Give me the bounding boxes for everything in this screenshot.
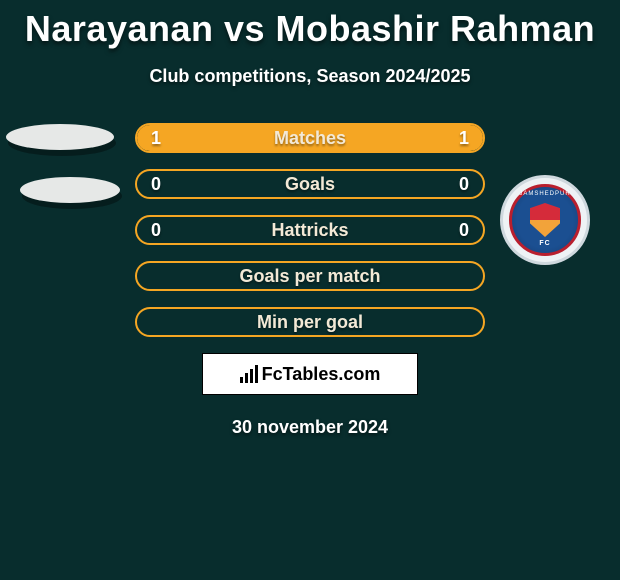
stat-label: Hattricks [137, 220, 483, 241]
team-badge: JAMSHEDPUR FC [500, 175, 590, 265]
page-subtitle: Club competitions, Season 2024/2025 [0, 66, 620, 87]
shield-icon [530, 203, 560, 237]
stat-label: Goals [137, 174, 483, 195]
watermark: FcTables.com [202, 353, 418, 395]
stat-label: Min per goal [137, 312, 483, 333]
badge-text-top: JAMSHEDPUR [519, 191, 570, 197]
stat-row: 0Goals0 [135, 169, 485, 199]
stat-value-right: 0 [459, 174, 469, 195]
date-line: 30 november 2024 [0, 417, 620, 438]
watermark-text: FcTables.com [262, 364, 381, 385]
badge-text-bottom: FC [539, 240, 550, 247]
avatar-placeholder [20, 177, 120, 203]
stat-row: Goals per match [135, 261, 485, 291]
stat-row: 1Matches1 [135, 123, 485, 153]
stat-row: Min per goal [135, 307, 485, 337]
bar-chart-icon [240, 365, 258, 383]
team-badge-inner: JAMSHEDPUR FC [509, 184, 581, 256]
page-title: Narayanan vs Mobashir Rahman [0, 0, 620, 50]
stat-label: Goals per match [137, 266, 483, 287]
stat-row: 0Hattricks0 [135, 215, 485, 245]
stat-value-right: 0 [459, 220, 469, 241]
avatar-placeholder [6, 124, 114, 150]
stat-label: Matches [137, 128, 483, 149]
stat-value-right: 1 [459, 128, 469, 149]
